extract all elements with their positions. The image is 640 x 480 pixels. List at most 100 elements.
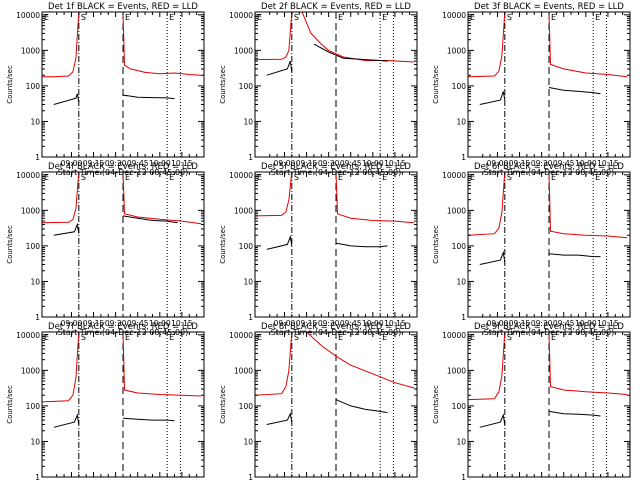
y-tick-label: 100 [239,82,254,91]
end-marker-mid: E [338,173,343,182]
series-lld-segment-2 [122,172,202,225]
series-events-segment-2 [122,94,175,100]
y-tick-label: 10000 [229,11,253,20]
y-tick-label: 1000 [447,46,466,55]
series-events-segment-1 [266,412,293,425]
end-marker-left: E [257,333,262,342]
end-marker-right: E [169,173,174,182]
y-tick-label: 1000 [21,206,40,215]
y-tick-label: 10000 [16,331,40,340]
y-tick-label: 100 [452,402,467,411]
series-events-segment-2 [335,242,388,248]
y-tick-label: 1000 [234,206,253,215]
y-tick-label: 1000 [447,366,466,375]
end-marker-right: E [595,13,600,22]
series-lld-segment-2 [306,332,415,389]
series-events-segment-1 [479,413,506,428]
end-marker-right: E [595,333,600,342]
series-lld-segment-1 [255,332,293,396]
end-marker-mid: E [551,333,556,342]
y-axis-label: Counts/sec [432,225,440,264]
series-lld-segment-2 [122,332,202,397]
plot-title: Det 7f BLACK = Events, RED = LLD [48,322,198,332]
y-tick-label: 10 [456,117,466,126]
plot-data-area [255,12,415,157]
x-tick-label: 10:00 [575,159,597,168]
x-tick-label: 09:15 [83,319,105,328]
y-axis-label: Counts/sec [6,65,14,104]
series-events-segment-2 [122,215,178,224]
x-tick-label: 09:00 [487,159,509,168]
start-marker: S [81,333,86,342]
y-tick-label: 10 [30,277,40,286]
x-tick-label: 09:00 [274,159,296,168]
x-tick-label: 09:45 [127,159,149,168]
x-tick-label: 09:15 [296,319,318,328]
x-tick-label: 10:15 [171,159,193,168]
plot-title: Det 1f BLACK = Events, RED = LLD [48,2,198,12]
end-marker-left: E [44,13,49,22]
series-events-segment-2 [122,417,175,422]
end-marker-mid: E [338,13,343,22]
x-tick-label: 10:00 [362,159,384,168]
end-marker-mid: E [338,333,343,342]
plot-title: Det 2f BLACK = Events, RED = LLD [261,2,411,12]
start-marker: S [294,333,299,342]
end-marker-left: E [44,333,49,342]
end-marker-left: E [44,173,49,182]
series-lld-segment-1 [42,172,80,224]
y-tick-label: 1 [35,153,40,162]
y-tick-label: 1000 [21,46,40,55]
series-lld-segment-1 [42,332,80,403]
y-tick-label: 10 [243,277,253,286]
y-axis-label: Counts/sec [6,385,14,424]
y-tick-label: 1 [461,313,466,322]
x-tick-label: 10:15 [597,159,619,168]
series-lld-segment-1 [468,332,506,401]
x-tick-label: 10:15 [384,159,406,168]
plot-title: Det 8f BLACK = Events, RED = LLD [261,322,411,332]
series-events-segment-1 [53,413,80,428]
end-marker-right: E [169,13,174,22]
end-marker-right: E [382,173,387,182]
x-tick-label: 10:00 [362,319,384,328]
y-tick-label: 10 [30,437,40,446]
plot-data-area [255,172,415,317]
x-tick-label: 10:15 [384,319,406,328]
end-marker-left: E [470,173,475,182]
x-tick-label: 10:00 [149,159,171,168]
x-tick-label: 09:15 [509,159,531,168]
y-axis-label: Counts/sec [6,225,14,264]
x-tick-label: 09:45 [340,159,362,168]
y-tick-label: 100 [26,82,41,91]
y-tick-label: 10 [243,117,253,126]
series-events-segment-2 [548,253,601,258]
y-tick-label: 100 [239,242,254,251]
end-marker-mid: E [125,333,130,342]
y-tick-label: 1000 [447,206,466,215]
series-lld-segment-2 [122,12,202,76]
x-tick-label: 09:00 [487,319,509,328]
plot-data-area [468,172,628,317]
plot-data-area [255,332,415,477]
series-events-segment-1 [266,234,293,250]
series-events-segment-1 [53,93,80,105]
end-marker-right: E [382,13,387,22]
y-tick-label: 10000 [442,331,466,340]
y-tick-label: 10 [456,277,466,286]
series-events-segment-2 [548,410,601,417]
x-tick-label: 09:30 [531,159,553,168]
plot-title: Det 9f BLACK = Events, RED = LLD [474,322,624,332]
start-marker: S [294,173,299,182]
x-tick-label: 09:15 [83,159,105,168]
start-marker: S [81,173,86,182]
series-events-segment-2 [335,399,388,414]
x-tick-label: 09:30 [318,319,340,328]
series-lld-segment-2 [548,12,628,78]
end-marker-left: E [257,173,262,182]
end-marker-mid: E [551,13,556,22]
